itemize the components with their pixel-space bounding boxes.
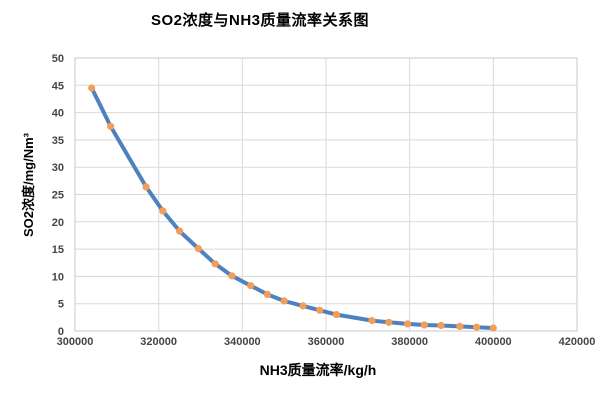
data-point-marker bbox=[211, 260, 219, 268]
x-tick-label: 300000 bbox=[57, 336, 94, 348]
data-point-marker bbox=[473, 323, 481, 331]
x-tick-label: 320000 bbox=[140, 336, 177, 348]
data-point-marker bbox=[194, 245, 202, 253]
y-tick-label: 30 bbox=[52, 162, 64, 174]
x-tick-label: 380000 bbox=[391, 336, 428, 348]
data-point-marker bbox=[332, 311, 341, 319]
data-point-marker bbox=[316, 306, 324, 314]
data-point-marker bbox=[228, 272, 236, 280]
series-line bbox=[89, 86, 496, 330]
data-point-marker bbox=[299, 302, 307, 310]
y-tick-label: 10 bbox=[52, 271, 64, 283]
data-point-marker bbox=[88, 84, 96, 92]
plot-border bbox=[74, 57, 578, 332]
y-tick-label: 15 bbox=[52, 244, 64, 256]
data-point-marker bbox=[404, 320, 412, 328]
y-tick-label: 5 bbox=[58, 299, 64, 311]
y-tick-label: 45 bbox=[52, 80, 64, 92]
x-tick-label: 340000 bbox=[224, 336, 261, 348]
y-tick-label: 40 bbox=[52, 108, 64, 120]
x-axis-title: NH3质量流率/kg/h bbox=[259, 362, 377, 378]
data-point-marker bbox=[437, 321, 445, 330]
data-point-marker bbox=[489, 324, 497, 332]
data-point-marker bbox=[280, 297, 288, 305]
data-point-marker bbox=[107, 122, 115, 130]
y-tick-label: 25 bbox=[52, 190, 64, 202]
data-point-marker bbox=[247, 282, 255, 290]
x-tick-label: 400000 bbox=[475, 336, 512, 348]
data-point-marker bbox=[420, 321, 428, 329]
data-point-marker bbox=[456, 322, 464, 330]
x-tick-label: 360000 bbox=[308, 336, 345, 348]
data-point-marker bbox=[368, 317, 376, 325]
y-tick-label: 0 bbox=[58, 326, 64, 338]
y-tick-label: 20 bbox=[52, 217, 64, 229]
data-point-marker bbox=[159, 207, 167, 215]
data-point-marker bbox=[176, 227, 184, 235]
chart-title: SO2浓度与NH3质量流率关系图 bbox=[150, 12, 370, 29]
x-tick-label: 420000 bbox=[559, 336, 596, 348]
y-tick-label: 35 bbox=[52, 135, 64, 147]
data-point-marker bbox=[142, 183, 150, 191]
data-point-marker bbox=[263, 290, 271, 298]
data-point-marker bbox=[385, 318, 393, 326]
y-tick-label: 50 bbox=[52, 53, 64, 65]
